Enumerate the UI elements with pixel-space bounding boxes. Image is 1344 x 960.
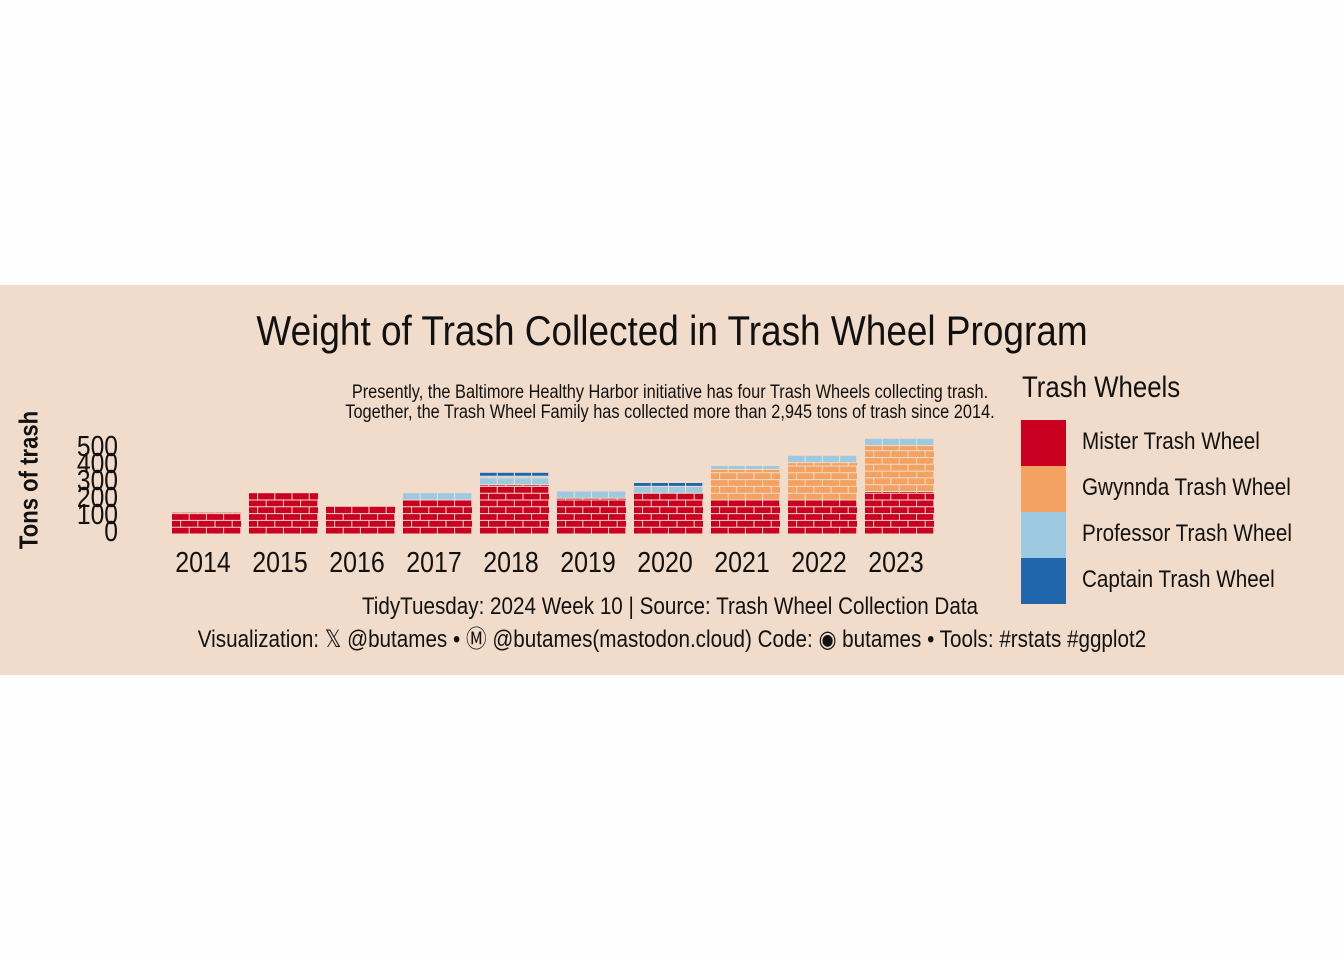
legend-title: Trash Wheels	[1022, 371, 1181, 404]
y-tick-label: 400	[76, 448, 118, 480]
legend-label: Professor Trash Wheel	[1082, 520, 1292, 547]
bar-segment	[788, 455, 858, 464]
chart-title: Weight of Trash Collected in Trash Wheel…	[256, 307, 1088, 354]
bar-segment	[634, 486, 704, 494]
legend-label: Captain Trash Wheel	[1082, 566, 1275, 593]
x-tick-label: 2023	[867, 547, 924, 579]
bar-segment	[172, 512, 242, 535]
chart-subtitle: Presently, the Baltimore Healthy Harbor …	[326, 383, 1014, 423]
bar-segment	[403, 500, 473, 535]
bar-segment	[711, 500, 781, 535]
bar-segment	[865, 491, 935, 535]
bar-segment	[788, 500, 858, 535]
bar-segment	[557, 498, 627, 535]
x-tick-label: 2015	[251, 547, 308, 579]
x-tick-label: 2020	[636, 547, 693, 579]
y-tick-label: 300	[76, 465, 118, 497]
subtitle-line-2: Together, the Trash Wheel Family has col…	[345, 402, 995, 423]
bar-segment	[557, 491, 627, 499]
x-tick-label: 2014	[174, 547, 231, 579]
bar-segment	[326, 506, 396, 535]
bar-segment	[865, 445, 935, 492]
caption-credits: Visualization: 𝕏 @butames • Ⓜ @butames(m…	[197, 626, 1147, 653]
legend-key	[1021, 512, 1066, 558]
legend-key	[1021, 558, 1066, 604]
x-tick-label: 2022	[790, 547, 847, 579]
caption-source: TidyTuesday: 2024 Week 10 | Source: Tras…	[361, 593, 979, 620]
subtitle-line-1: Presently, the Baltimore Healthy Harbor …	[351, 382, 989, 403]
bar-segment	[711, 466, 781, 470]
x-tick-label: 2019	[559, 547, 616, 579]
y-tick-label: 500	[76, 431, 118, 463]
legend-label: Mister Trash Wheel	[1082, 428, 1260, 455]
bar-segment	[249, 493, 319, 535]
legend-key	[1021, 420, 1066, 466]
bar-segment	[788, 462, 858, 501]
bar-segment	[634, 483, 704, 487]
bar-segment	[480, 476, 550, 486]
legend-key	[1021, 466, 1066, 512]
chart-panel: Weight of Trash Collected in Trash Wheel…	[0, 285, 1344, 675]
y-tick-label: 200	[76, 482, 118, 514]
y-tick-label: 100	[76, 499, 118, 531]
x-tick-label: 2018	[482, 547, 539, 579]
bar-segment	[480, 484, 550, 535]
legend-label: Gwynnda Trash Wheel	[1082, 474, 1291, 501]
bar-plot-area	[172, 438, 935, 535]
x-tick-label: 2016	[328, 547, 385, 579]
bar-segment	[711, 469, 781, 501]
x-tick-label: 2021	[713, 547, 770, 579]
x-tick-label: 2017	[405, 547, 462, 579]
bar-segment	[865, 438, 935, 447]
bar-segment	[403, 493, 473, 501]
y-tick-label: 0	[104, 516, 118, 548]
bar-segment	[634, 493, 704, 535]
bar-segment	[480, 472, 550, 477]
